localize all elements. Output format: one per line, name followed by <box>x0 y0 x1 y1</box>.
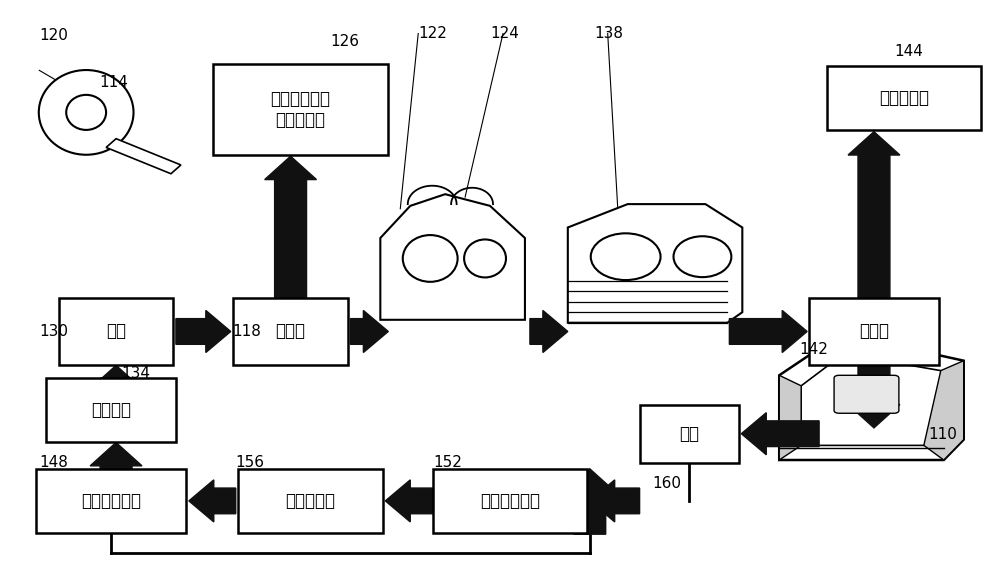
FancyBboxPatch shape <box>809 298 939 365</box>
Polygon shape <box>265 156 317 298</box>
Text: 生成润滑程序: 生成润滑程序 <box>81 492 141 510</box>
Polygon shape <box>189 480 236 522</box>
Ellipse shape <box>403 235 458 282</box>
Polygon shape <box>530 311 568 353</box>
Text: 148: 148 <box>39 456 68 470</box>
Text: 142: 142 <box>799 342 828 356</box>
FancyBboxPatch shape <box>433 469 587 533</box>
Text: 118: 118 <box>233 324 262 339</box>
Ellipse shape <box>39 70 134 155</box>
Text: 144: 144 <box>894 43 923 59</box>
Text: 156: 156 <box>236 456 265 470</box>
Text: 生成应变图: 生成应变图 <box>286 492 336 510</box>
Ellipse shape <box>674 236 731 277</box>
FancyBboxPatch shape <box>59 298 173 365</box>
Text: 122: 122 <box>418 26 447 41</box>
Polygon shape <box>590 480 640 522</box>
Polygon shape <box>779 352 964 460</box>
Text: 控制模块: 控制模块 <box>91 402 131 419</box>
FancyBboxPatch shape <box>238 469 383 533</box>
FancyBboxPatch shape <box>640 404 739 463</box>
Text: 152: 152 <box>433 456 462 470</box>
Polygon shape <box>90 443 142 469</box>
Text: 下料机: 下料机 <box>276 322 306 340</box>
Text: 126: 126 <box>330 33 359 49</box>
Text: 测试冲压过程: 测试冲压过程 <box>480 492 540 510</box>
Polygon shape <box>848 365 900 428</box>
Polygon shape <box>729 311 807 353</box>
Polygon shape <box>380 194 525 320</box>
Text: 114: 114 <box>99 75 128 89</box>
Text: 124: 124 <box>490 26 519 41</box>
Polygon shape <box>568 204 742 323</box>
Text: 138: 138 <box>595 26 624 41</box>
Polygon shape <box>176 311 231 353</box>
Polygon shape <box>350 311 388 353</box>
Polygon shape <box>564 469 616 534</box>
Polygon shape <box>90 365 142 389</box>
FancyBboxPatch shape <box>213 64 388 155</box>
Text: 下料下脚料、
头尾边角料: 下料下脚料、 头尾边角料 <box>271 90 331 129</box>
Ellipse shape <box>591 233 661 280</box>
Polygon shape <box>106 139 181 174</box>
Text: 润滑: 润滑 <box>106 322 126 340</box>
FancyBboxPatch shape <box>233 298 348 365</box>
Ellipse shape <box>464 239 506 278</box>
FancyBboxPatch shape <box>834 375 899 413</box>
Polygon shape <box>779 375 801 460</box>
FancyBboxPatch shape <box>36 469 186 533</box>
Polygon shape <box>924 360 964 460</box>
Text: 冲压机: 冲压机 <box>859 322 889 340</box>
FancyBboxPatch shape <box>46 378 176 443</box>
Text: 130: 130 <box>39 324 68 339</box>
Text: 120: 120 <box>39 28 68 43</box>
Polygon shape <box>385 480 433 522</box>
Text: 134: 134 <box>121 366 150 381</box>
Text: 扫描: 扫描 <box>679 425 699 443</box>
Text: 110: 110 <box>929 427 958 443</box>
Polygon shape <box>848 131 900 298</box>
Ellipse shape <box>66 95 106 130</box>
Polygon shape <box>801 365 941 446</box>
Text: 冲压下脚料: 冲压下脚料 <box>879 89 929 107</box>
Text: 160: 160 <box>653 476 682 491</box>
Polygon shape <box>741 413 819 455</box>
FancyBboxPatch shape <box>827 66 981 130</box>
